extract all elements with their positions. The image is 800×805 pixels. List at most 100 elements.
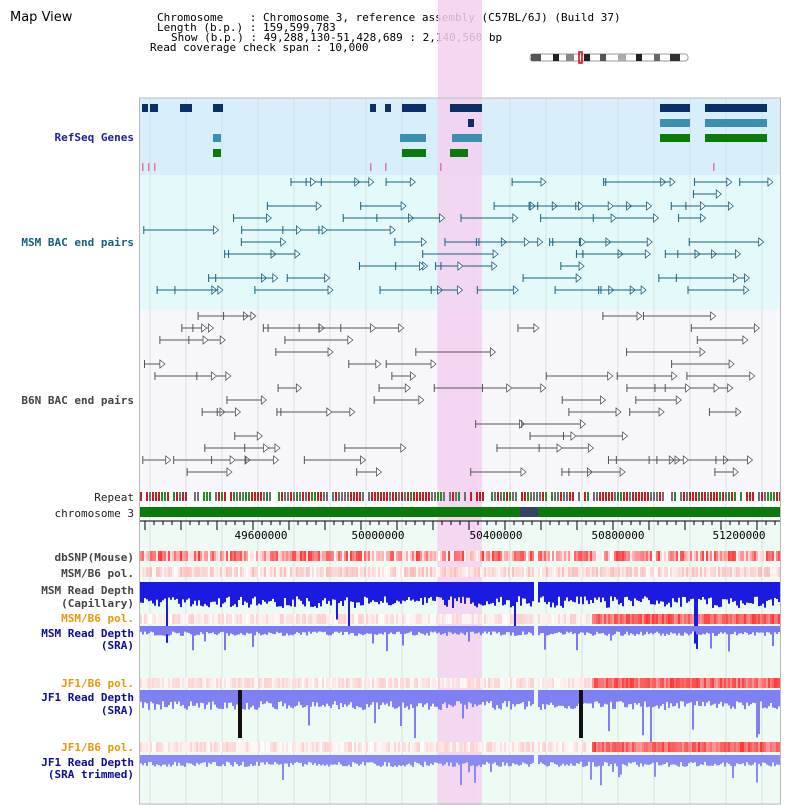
msm-bac-pair-arrow [758, 237, 765, 247]
depth-bar [320, 626, 322, 632]
depth-bar [406, 582, 408, 600]
depth-bar [490, 582, 492, 604]
heat-cell [304, 678, 306, 688]
heat-cell [706, 551, 708, 561]
heat-cell [492, 742, 494, 752]
heat-cell [700, 742, 702, 752]
heat-cell [350, 742, 352, 752]
heat-cell [336, 742, 338, 752]
depth-bar [500, 755, 502, 767]
depth-bar [568, 626, 570, 633]
depth-bar [476, 582, 478, 608]
b6n-bac-pair-arrow [418, 395, 425, 405]
depth-bar [748, 626, 750, 635]
depth-bar [226, 690, 228, 709]
depth-bar [734, 755, 736, 767]
label-msm-depth-sra[interactable]: MSM Read Depth [41, 627, 134, 640]
heat-cell [294, 614, 296, 624]
ruler-tick-label: 50000000 [352, 529, 405, 542]
heat-cell [466, 678, 468, 688]
repeat-element [470, 492, 472, 501]
heat-cell [172, 742, 174, 752]
heat-cell [442, 551, 444, 561]
label-msm-depth-capillary[interactable]: MSM Read Depth [41, 584, 134, 597]
label-b6n-bac[interactable]: B6N BAC end pairs [21, 394, 134, 407]
depth-bar [734, 582, 736, 601]
heat-cell [772, 678, 774, 688]
depth-bar [580, 755, 582, 762]
depth-bar [742, 690, 744, 706]
label-dbsnp[interactable]: dbSNP(Mouse) [54, 551, 134, 564]
heat-cell [396, 742, 398, 752]
heat-cell [420, 551, 422, 561]
depth-bar [480, 690, 482, 705]
heat-cell [302, 678, 304, 688]
chromosome-bar[interactable] [140, 507, 780, 517]
heat-cell [606, 551, 608, 561]
depth-bar [336, 582, 338, 620]
label-msm-b6-pol-2[interactable]: MSM/B6 pol. [61, 612, 134, 625]
depth-bar [586, 690, 588, 704]
depth-bar [398, 755, 400, 766]
heat-cell [368, 614, 370, 624]
heat-cell [720, 567, 722, 577]
refseq-genes[interactable] [142, 104, 767, 171]
heat-cell [174, 567, 176, 577]
heat-cell [376, 742, 378, 752]
heat-cell [572, 742, 574, 752]
depth-bar [178, 690, 180, 702]
heat-cell [650, 551, 652, 561]
depth-bar [242, 626, 244, 635]
depth-bar [764, 582, 766, 608]
depth-bar [408, 582, 410, 598]
heat-cell [566, 567, 568, 577]
msm-bac-pair-arrow [523, 237, 530, 247]
b6n-bac-pairs[interactable] [142, 311, 760, 477]
label-jf1-b6-pol-1[interactable]: JF1/B6 pol. [61, 677, 134, 690]
depth-bar [366, 582, 368, 598]
heat-cell [544, 742, 546, 752]
msm-bac-pair-arrow [421, 237, 428, 247]
depth-bar [180, 626, 182, 636]
label-refseq-genes[interactable]: RefSeq Genes [54, 131, 134, 144]
repeat-element [416, 492, 418, 501]
heat-cell [430, 678, 432, 688]
depth-bar [512, 582, 514, 606]
heat-cell [172, 678, 174, 688]
heat-cell [540, 742, 542, 752]
repeat-element [566, 492, 568, 501]
label-jf1-depth-trimmed[interactable]: JF1 Read Depth [41, 756, 134, 769]
repeat-element [317, 492, 319, 501]
chromosome-ideogram[interactable] [529, 51, 689, 64]
depth-bar [774, 626, 776, 633]
gene-feature [450, 104, 482, 112]
depth-bar [664, 755, 666, 765]
heat-cell [360, 567, 362, 577]
heat-cell [588, 678, 590, 688]
label-msm-bac[interactable]: MSM BAC end pairs [21, 236, 134, 249]
heat-cell [474, 742, 476, 752]
label-msm-b6-pol-1[interactable]: MSM/B6 pol. [61, 567, 134, 580]
depth-bar [374, 755, 376, 764]
heat-cell [564, 551, 566, 561]
heat-cell [504, 742, 506, 752]
depth-bar [626, 582, 628, 597]
heat-cell [740, 614, 742, 624]
depth-bar [584, 755, 586, 767]
heat-cell [612, 678, 614, 688]
msm-bac-pairs[interactable] [143, 177, 774, 295]
heat-cell [164, 742, 166, 752]
depth-bar [498, 755, 500, 767]
depth-bar [268, 626, 270, 633]
label-jf1-depth-sra[interactable]: JF1 Read Depth [41, 691, 134, 704]
depth-bar [758, 690, 760, 735]
heat-cell [398, 614, 400, 624]
label-jf1-b6-pol-2[interactable]: JF1/B6 pol. [61, 741, 134, 754]
heat-cell [664, 614, 666, 624]
depth-bar [482, 626, 484, 634]
heat-cell [252, 551, 254, 561]
depth-bar [184, 626, 186, 632]
depth-bar [496, 690, 498, 706]
heat-cell [294, 742, 296, 752]
